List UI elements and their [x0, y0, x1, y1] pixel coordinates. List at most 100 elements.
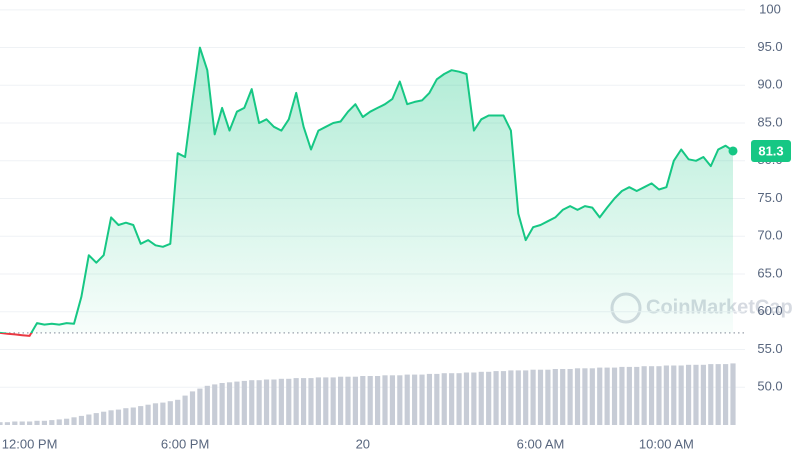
volume-bar: [330, 377, 336, 425]
volume-bar: [108, 410, 114, 425]
volume-bar: [708, 364, 714, 425]
volume-bar: [226, 382, 233, 425]
volume-bar: [449, 373, 455, 425]
volume-bar: [412, 374, 418, 425]
y-tick-label: 70.0: [757, 228, 782, 243]
volume-bar: [404, 374, 410, 425]
volume-bar: [19, 421, 25, 425]
volume-bar: [523, 370, 529, 425]
volume-bar: [500, 371, 507, 425]
volume-bar: [715, 364, 721, 425]
y-tick-label: 90.0: [757, 77, 782, 92]
volume-bar: [671, 365, 677, 425]
volume-bar: [323, 377, 329, 425]
volume-bar: [641, 366, 647, 425]
x-tick-label: 6:00 AM: [517, 436, 565, 451]
volume-bar: [567, 369, 573, 425]
volume-bar: [471, 372, 477, 425]
volume-bar: [115, 409, 122, 425]
volume-bar: [0, 422, 3, 425]
volume-bar: [249, 380, 255, 425]
volume-bar: [86, 414, 92, 425]
volume-bar: [441, 373, 447, 425]
volume-bar: [486, 371, 492, 425]
y-tick-label: 55.0: [757, 341, 782, 356]
volume-bar: [493, 371, 499, 425]
volume-bar: [101, 411, 107, 425]
volume-bar: [604, 367, 610, 425]
volume-bar: [397, 375, 403, 425]
volume-bar: [574, 368, 581, 425]
y-tick-label: 100: [759, 1, 781, 16]
volume-bar: [278, 378, 284, 425]
volume-bar: [130, 407, 136, 425]
volume-bar: [345, 376, 351, 425]
volume-bar: [234, 381, 240, 425]
volume-bar: [167, 401, 173, 425]
volume-bar: [263, 379, 270, 425]
volume-bar: [515, 370, 521, 425]
volume-bar: [56, 419, 62, 425]
last-point: [728, 146, 738, 156]
volume-bar: [619, 366, 625, 425]
volume-bar: [64, 418, 70, 425]
y-tick-label: 60.0: [757, 303, 782, 318]
volume-bar: [685, 364, 692, 425]
y-tick-label: 75.0: [757, 190, 782, 205]
volume-bar: [463, 372, 470, 425]
volume-bar: [315, 377, 321, 425]
volume-bar: [204, 385, 210, 425]
last-value-box: [751, 139, 791, 162]
volume-bar: [700, 364, 706, 425]
volume-bar: [478, 371, 484, 425]
volume-bar: [145, 404, 151, 425]
volume-bar: [219, 383, 225, 425]
volume-bar: [138, 406, 144, 425]
volume-bar: [197, 388, 203, 425]
volume-bar: [723, 364, 729, 425]
price-area: [0, 47, 733, 333]
volume-bar: [71, 417, 77, 425]
volume-bar: [352, 376, 358, 425]
volume-bar: [597, 367, 603, 425]
volume-bar: [611, 367, 618, 425]
volume-bar: [375, 376, 381, 425]
volume-bar: [508, 370, 514, 425]
volume-bar: [293, 378, 299, 425]
volume-bar: [78, 415, 85, 425]
x-tick-label: 20: [356, 436, 370, 451]
volume-bar: [241, 380, 247, 425]
volume-bar: [419, 374, 425, 425]
volume-bar: [93, 413, 99, 425]
y-tick-label: 50.0: [757, 379, 782, 394]
volume-bar: [434, 373, 440, 425]
volume-bar: [589, 368, 595, 425]
x-tick-label: 12:00 PM: [2, 436, 58, 451]
volume-bar: [648, 366, 655, 425]
volume-bar: [182, 395, 188, 425]
volume-bar: [382, 375, 388, 425]
volume-bar: [152, 403, 159, 425]
x-tick-label: 10:00 AM: [639, 436, 694, 451]
volume-bar: [175, 399, 181, 425]
volume-bar: [337, 376, 344, 425]
volume-bar: [49, 420, 55, 425]
volume-bar: [552, 369, 558, 425]
volume-bar: [27, 421, 33, 425]
volume-bar: [123, 408, 129, 425]
volume-bar: [634, 366, 640, 425]
volume-bar: [456, 373, 462, 425]
volume-bar: [41, 420, 48, 425]
volume-bar: [545, 369, 551, 425]
volume-bar: [300, 378, 307, 425]
volume-bar: [256, 380, 262, 425]
volume-bar: [389, 375, 396, 425]
volume-bar: [4, 422, 10, 425]
y-tick-label: 65.0: [757, 265, 782, 280]
volume-bar: [34, 420, 40, 425]
volume-bar: [12, 421, 18, 425]
volume-bar: [626, 366, 632, 425]
volume-bar: [537, 369, 544, 425]
volume-bar: [308, 378, 314, 425]
y-tick-label: 95.0: [757, 39, 782, 54]
